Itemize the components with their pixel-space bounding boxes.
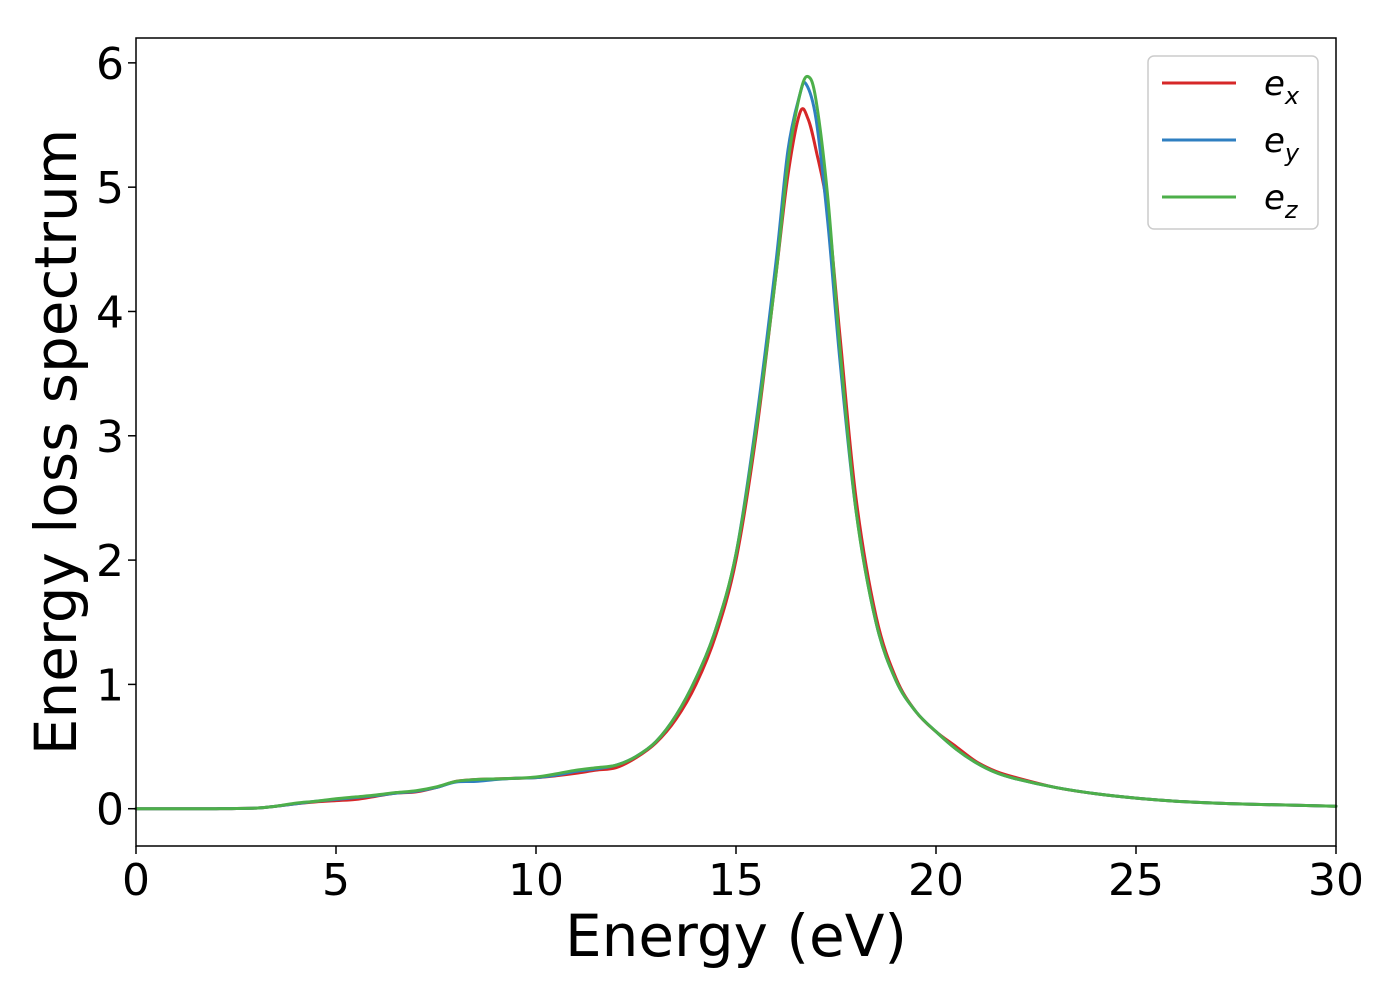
y-tick-label: 1 xyxy=(96,660,124,711)
y-tick-label: 2 xyxy=(96,536,124,587)
y-tick-label: 0 xyxy=(96,785,124,836)
y-tick-label: 5 xyxy=(96,163,124,214)
x-tick-label: 0 xyxy=(122,855,150,906)
y-axis-label: Energy loss spectrum xyxy=(22,129,90,755)
x-tick-label: 30 xyxy=(1308,855,1364,906)
legend-box xyxy=(1147,55,1319,230)
x-axis-label: Energy (eV) xyxy=(565,902,907,970)
legend-label-base: e xyxy=(1264,64,1285,104)
legend-label-subscript: y xyxy=(1284,139,1300,167)
series-line-ez xyxy=(134,74,1338,811)
legend-label-ey: ey xyxy=(1264,121,1300,167)
legend-label-ez: ez xyxy=(1264,178,1299,224)
y-tick-label: 3 xyxy=(96,412,124,463)
x-tick-label: 10 xyxy=(508,855,564,906)
y-axis-ticks: 0 1 2 3 4 5 6 xyxy=(96,39,136,836)
x-tick-label: 15 xyxy=(708,855,764,906)
legend-label-base: e xyxy=(1264,121,1285,161)
legend-label-ex: ex xyxy=(1264,64,1300,110)
x-tick-label: 5 xyxy=(322,855,350,906)
x-tick-label: 20 xyxy=(908,855,964,906)
legend-label-base: e xyxy=(1264,178,1285,218)
legend-label-subscript: x xyxy=(1284,82,1300,110)
x-axis-ticks: 0 5 10 15 20 25 30 xyxy=(122,846,1364,906)
x-tick-label: 25 xyxy=(1108,855,1164,906)
y-tick-label: 4 xyxy=(96,287,124,338)
series-layer xyxy=(134,74,1338,811)
y-tick-label: 6 xyxy=(96,39,124,90)
legend-label-subscript: z xyxy=(1284,196,1299,224)
